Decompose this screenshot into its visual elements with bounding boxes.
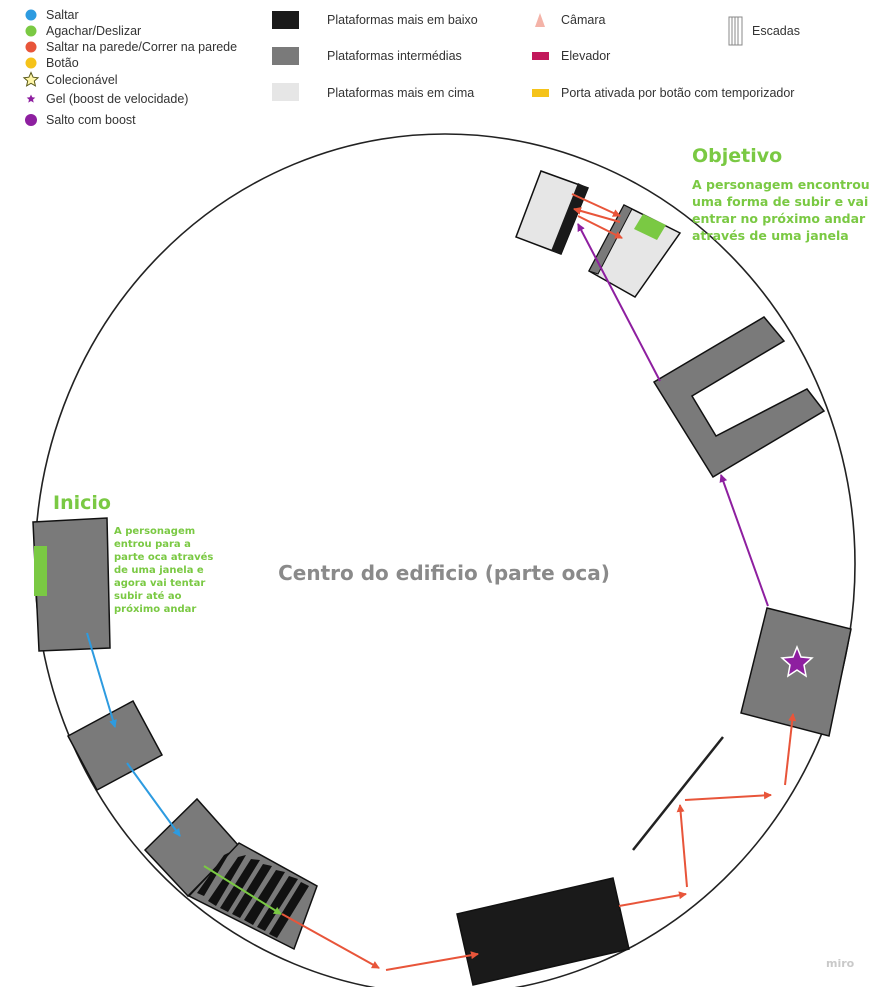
timed-door-icon xyxy=(532,89,549,97)
legend-gel-label: Gel (boost de velocidade) xyxy=(46,92,188,106)
gel-boost-star-icon xyxy=(780,644,814,678)
legend-camera-label: Câmara xyxy=(561,13,606,27)
goal-note-line: através de uma janela xyxy=(692,228,849,243)
start-note: A personagem entrou para a parte oca atr… xyxy=(114,526,213,615)
red-dot-icon xyxy=(25,41,37,53)
goal-note: A personagem encontrou uma forma de subi… xyxy=(692,177,870,243)
wall-jump-arrow xyxy=(618,891,687,907)
low-platform-swatch xyxy=(272,11,299,29)
green-dot-icon xyxy=(25,25,37,37)
wall-jump-arrows xyxy=(281,193,797,971)
jump-arrow xyxy=(86,632,117,728)
goal-note-line: A personagem encontrou xyxy=(692,177,870,192)
star-outline-icon xyxy=(22,71,40,87)
start-note-line: próximo andar xyxy=(114,603,196,615)
wall-jump-arrow xyxy=(577,215,623,239)
legend-left: Saltar Agachar/Deslizar Saltar na parede… xyxy=(22,8,237,127)
legend-slide-label: Agachar/Deslizar xyxy=(46,24,141,38)
legend-low-label: Plataformas mais em baixo xyxy=(327,13,478,27)
start-note-line: parte oca através xyxy=(114,551,213,563)
wall-jump-arrow xyxy=(281,913,380,969)
legend-mid-label: Plataformas intermédias xyxy=(327,49,462,63)
yellow-dot-icon xyxy=(25,57,37,69)
goal-platform-left-wall xyxy=(551,183,588,254)
legend-platforms: Plataformas mais em baixo Plataformas in… xyxy=(272,11,478,101)
miro-watermark: miro xyxy=(826,957,855,970)
wall-jump-arrow xyxy=(676,804,688,888)
boost-jump-arrows xyxy=(577,223,769,607)
legend-door-label: Porta ativada por botão com temporizador xyxy=(561,86,794,100)
legend-elevator-label: Elevador xyxy=(561,49,610,63)
camera-cone-icon xyxy=(535,13,545,27)
start-slide-marker xyxy=(34,546,47,596)
wall-run-surface xyxy=(632,736,724,851)
mid-platform-swatch xyxy=(272,47,299,65)
center-label: Centro do edificio (parte oca) xyxy=(278,561,610,585)
goal-title: Objetivo xyxy=(692,145,782,167)
start-note-line: A personagem xyxy=(114,526,195,537)
jump-arrows xyxy=(86,632,181,837)
legend-high-label: Plataformas mais em cima xyxy=(327,86,474,100)
stairs-icon xyxy=(728,16,743,46)
slide-arrow xyxy=(203,865,282,915)
wall-jump-arrow xyxy=(573,207,621,223)
elevator-icon xyxy=(532,52,549,60)
legend-boost-jump-label: Salto com boost xyxy=(46,113,136,127)
wall-jump-arrow xyxy=(784,713,797,786)
purple-star-icon xyxy=(26,94,36,103)
mid-platform-2 xyxy=(66,699,164,792)
wall-jump-arrow xyxy=(385,951,479,971)
boost-jump-arrow xyxy=(577,223,661,382)
legend-collectible-label: Colecionável xyxy=(46,73,118,87)
start-note-line: agora vai tentar xyxy=(114,578,205,589)
gel-platform xyxy=(740,607,852,737)
goal-note-line: entrar no próximo andar xyxy=(692,211,866,226)
start-note-line: de uma janela e xyxy=(114,565,204,576)
wall-jump-arrow xyxy=(571,193,621,217)
jump-arrow xyxy=(126,762,181,837)
wall-jump-arrow xyxy=(684,791,772,801)
start-note-line: entrou para a xyxy=(114,539,191,550)
goal-window-marker xyxy=(634,214,666,240)
boost-jump-arrow xyxy=(719,474,769,607)
blue-dot-icon xyxy=(25,9,37,21)
u-shaped-platform xyxy=(652,316,826,479)
start-title: Inicio xyxy=(53,492,111,514)
goal-note-line: uma forma de subir e vai xyxy=(692,194,868,209)
legend-other: Câmara Elevador Porta ativada por botão … xyxy=(532,13,800,100)
purple-dot-icon xyxy=(25,114,37,126)
start-note-line: subir até ao xyxy=(114,590,182,602)
legend-button-label: Botão xyxy=(46,56,79,70)
goal-platform-right-edge xyxy=(588,204,633,275)
legend-stairs-label: Escadas xyxy=(752,24,800,38)
start-platform xyxy=(32,517,111,652)
low-platform-bottom xyxy=(456,877,630,986)
legend-jump-label: Saltar xyxy=(46,8,79,22)
high-platform-swatch xyxy=(272,83,299,101)
legend-wall-label: Saltar na parede/Correr na parede xyxy=(46,40,237,54)
